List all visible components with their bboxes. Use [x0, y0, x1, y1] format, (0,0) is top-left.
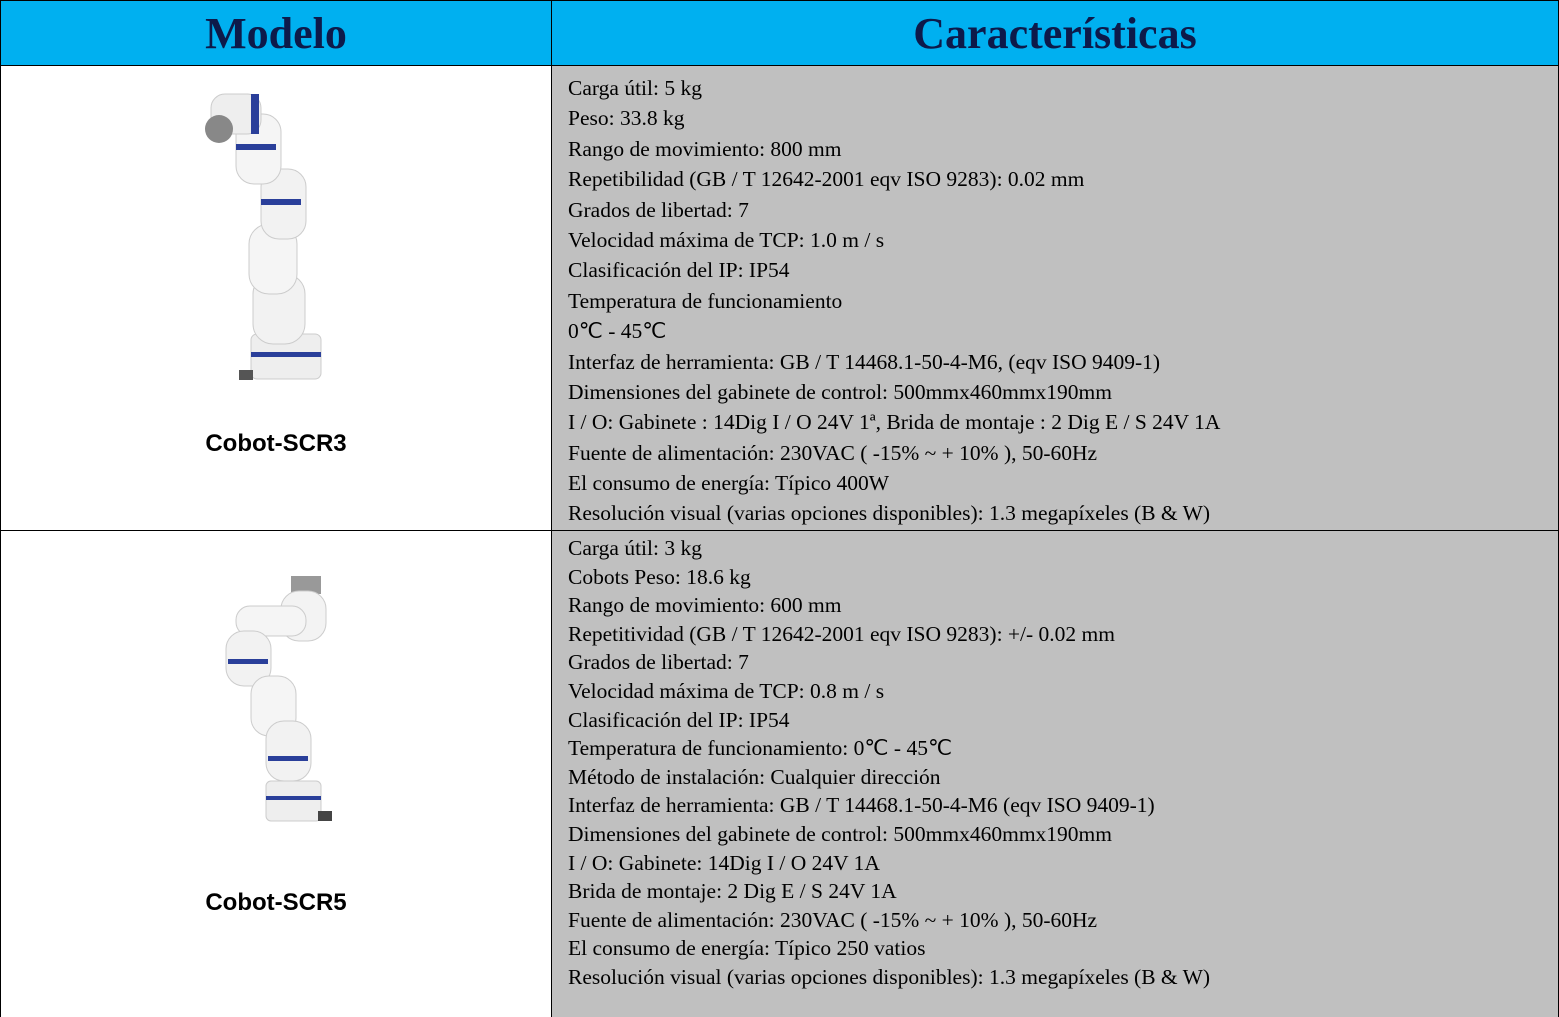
spec-cell: Carga útil: 5 kg Peso: 33.8 kg Rango de mo… [551, 65, 1559, 531]
spec-line: Temperatura de funcionamiento: 0℃ - 45℃ [568, 736, 953, 761]
spec-line: Clasificación del IP: IP54 [568, 707, 790, 732]
spec-line: El consumo de energía: Típico 400W [568, 471, 890, 496]
spec-line: Temperatura de funcionamiento [568, 288, 843, 313]
spec-line: Repetibilidad (GB / T 12642-2001 eqv ISO… [568, 167, 1085, 192]
spec-line: Dimensiones del gabinete de control: 500… [568, 379, 1112, 404]
spec-line: Velocidad máxima de TCP: 0.8 m / s [568, 678, 885, 703]
spec-line: Dimensiones del gabinete de control: 500… [568, 821, 1112, 846]
model-cell: Cobot-SCR5 [0, 530, 552, 1017]
spec-line: 0℃ - 45℃ [568, 319, 667, 344]
robot-image [205, 93, 322, 380]
spec-line: Peso: 33.8 kg [568, 106, 685, 131]
spec-line: Cobots Peso: 18.6 kg [568, 564, 751, 589]
header-model: Modelo [0, 0, 552, 66]
spec-line: Rango de movimiento: 800 mm [568, 136, 842, 161]
spec-line: Método de instalación: Cualquier direcci… [568, 764, 941, 789]
spec-line: I / O: Gabinete : 14Dig I / O 24V 1ª, Br… [568, 410, 1221, 435]
spec-line: Clasificación del IP: IP54 [568, 258, 790, 283]
spec-line: Carga útil: 3 kg [568, 536, 702, 560]
header-features: Características [551, 0, 1559, 66]
spec-line: Resolución visual (varias opciones dispo… [568, 501, 1211, 526]
robot-image [225, 576, 332, 822]
spec-line: Interfaz de herramienta: GB / T 14468.1-… [568, 793, 1155, 818]
spec-line: Fuente de alimentación: 230VAC ( -15% ~ … [568, 440, 1098, 465]
model-name: Cobot-SCR5 [205, 889, 347, 916]
model-cell: Cobot-SCR3 [0, 65, 552, 531]
spec-line: Interfaz de herramienta: GB / T 14468.1-… [568, 349, 1161, 374]
spec-line: Rango de movimiento: 600 mm [568, 593, 842, 618]
spec-line: Grados de libertad: 7 [568, 650, 749, 675]
spec-line: Velocidad máxima de TCP: 1.0 m / s [568, 227, 885, 252]
spec-line: Carga útil: 5 kg [568, 76, 702, 100]
spec-line: Brida de montaje: 2 Dig E / S 24V 1A [568, 879, 897, 904]
spec-line: Resolución visual (varias opciones dispo… [568, 964, 1211, 989]
model-name: Cobot-SCR3 [205, 430, 347, 457]
spec-line: Fuente de alimentación: 230VAC ( -15% ~ … [568, 907, 1098, 932]
spec-line: Repetitividad (GB / T 12642-2001 eqv ISO… [568, 621, 1116, 646]
spec-line: I / O: Gabinete: 14Dig I / O 24V 1A [568, 850, 880, 875]
spec-line: Grados de libertad: 7 [568, 197, 749, 222]
spec-line: El consumo de energía: Típico 250 vatios [568, 936, 926, 961]
spec-cell: Carga útil: 3 kg Cobots Peso: 18.6 kg Rang… [551, 530, 1559, 1017]
